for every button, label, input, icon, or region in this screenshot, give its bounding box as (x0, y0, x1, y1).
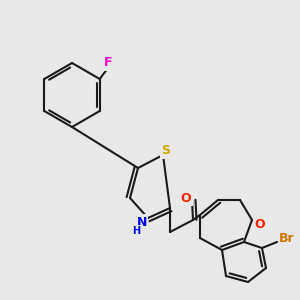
Text: O: O (255, 218, 265, 232)
Text: S: S (161, 145, 170, 158)
Text: O: O (181, 191, 191, 205)
Text: H: H (132, 226, 140, 236)
Text: Br: Br (279, 232, 295, 244)
Text: N: N (137, 215, 147, 229)
Text: F: F (103, 56, 112, 70)
